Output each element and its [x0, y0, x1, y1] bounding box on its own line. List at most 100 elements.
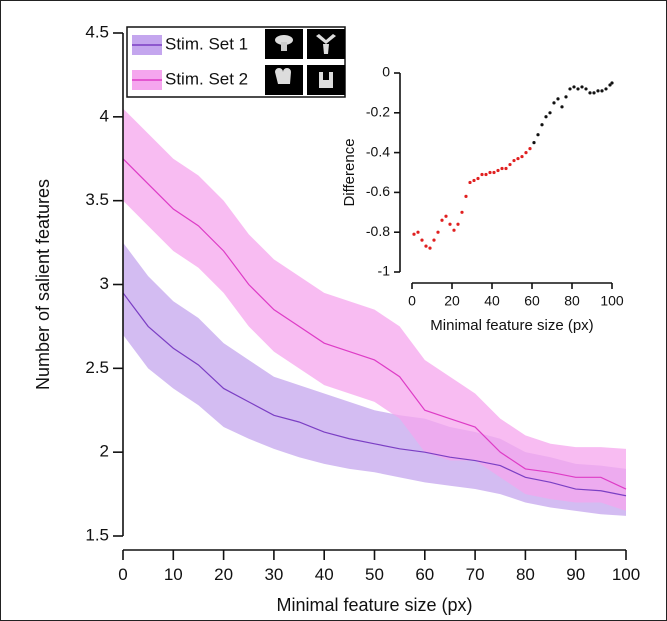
legend: Stim. Set 1 Stim. Set 2: [126, 26, 346, 98]
point: [572, 85, 576, 89]
y-tick-label: 0: [382, 64, 390, 80]
point: [564, 95, 568, 99]
point: [520, 154, 524, 159]
y-axis-title: Difference: [341, 138, 358, 206]
x-tick-label: 40: [315, 565, 334, 584]
point: [440, 218, 444, 222]
point: [568, 87, 572, 91]
y-tick-label: -1: [378, 263, 391, 279]
x-tick-label: 40: [484, 292, 500, 308]
y-tick-label: 3.5: [85, 190, 109, 209]
x-axis-title: Minimal feature size (px): [430, 317, 593, 334]
chart: 0 20 40 60 80 100 -1 -0.8 -0.6 -0.4 -0.2 0 Minimal f…: [341, 64, 624, 334]
thumbnail-shape: [281, 42, 287, 51]
y-tick-label: -0.8: [366, 223, 390, 239]
point: [460, 210, 464, 214]
legend-label: Stim. Set 2: [165, 69, 248, 88]
x-tick-label: 10: [164, 565, 183, 584]
point: [412, 232, 416, 236]
y-tick-label: -0.2: [366, 104, 390, 120]
point: [596, 89, 600, 93]
thumbnail-shape: [316, 34, 336, 54]
point: [600, 89, 604, 93]
point: [436, 230, 440, 234]
point: [476, 176, 480, 181]
point: [540, 123, 544, 127]
point: [492, 170, 496, 175]
legend-label: Stim. Set 1: [165, 34, 248, 53]
x-axis-title: Minimal feature size (px): [276, 595, 472, 615]
x-tick-label: 0: [408, 292, 416, 308]
point: [504, 166, 508, 171]
point: [420, 238, 424, 242]
x-tick-label: 20: [214, 565, 233, 584]
point: [488, 170, 492, 175]
y-tick-label: 2.5: [85, 358, 109, 377]
point: [464, 194, 468, 198]
x-tick-label: 80: [564, 292, 580, 308]
confidence-band: [123, 108, 626, 511]
point: [580, 85, 584, 89]
point: [516, 156, 520, 161]
point: [536, 133, 540, 137]
point: [484, 172, 488, 177]
point: [468, 180, 472, 185]
point: [588, 91, 592, 95]
point: [480, 172, 484, 177]
thumbnail-shape: [319, 72, 333, 88]
thumbnails: [265, 29, 345, 95]
y-tick-label: 1.5: [85, 525, 109, 544]
x-tick-label: 30: [264, 565, 283, 584]
series-line: [122, 158, 627, 490]
point: [496, 168, 500, 173]
x-tick-label: 50: [365, 565, 384, 584]
point: [608, 83, 612, 87]
point: [428, 246, 432, 250]
point: [452, 228, 456, 232]
y-tick-label: 2: [100, 442, 109, 461]
x-tick-label: 0: [118, 565, 127, 584]
y-tick-label: 4: [100, 106, 109, 125]
x-tick-label: 90: [566, 565, 585, 584]
point: [416, 230, 420, 234]
point: [456, 222, 460, 226]
point: [592, 91, 596, 95]
y-tick-label: 4.5: [85, 22, 109, 41]
chart: 0 10 20 30 40 50 60 70 80 90 100 1.5 2 2.5 3 3.5 4 4.5 Min…: [33, 22, 640, 614]
thumbnail-shape: [275, 68, 291, 84]
x-tick-label: 100: [600, 292, 624, 308]
point: [512, 158, 516, 163]
x-tick-label: 60: [524, 292, 540, 308]
x-tick-label: 80: [516, 565, 535, 584]
point: [552, 101, 556, 105]
x-tick-label: 20: [444, 292, 460, 308]
point: [472, 178, 476, 183]
x-tick-label: 100: [612, 565, 640, 584]
point: [448, 222, 452, 226]
plots: 0 10 20 30 40 50 60 70 80 90 100 1.5 2 2.5 3 3.5 4 4.5 Min…: [33, 22, 640, 614]
y-tick-label: -0.4: [366, 143, 390, 159]
thumbnail-shape: [275, 35, 293, 45]
point: [576, 87, 580, 91]
point: [432, 238, 436, 242]
y-axis-title: Number of salient features: [33, 179, 53, 390]
point: [528, 147, 532, 151]
y-tick-label: 3: [100, 274, 109, 293]
point: [548, 111, 552, 115]
x-tick-label: 70: [466, 565, 485, 584]
point: [584, 87, 588, 91]
point: [524, 151, 528, 155]
point: [556, 97, 560, 101]
y-tick-label: -0.6: [366, 183, 390, 199]
point: [604, 87, 608, 91]
point: [610, 81, 614, 85]
point: [532, 141, 536, 145]
point: [560, 105, 564, 109]
point: [544, 115, 548, 119]
series-line: [122, 292, 627, 497]
point: [500, 166, 504, 171]
point: [508, 162, 512, 167]
point: [444, 214, 448, 218]
point: [424, 244, 428, 248]
